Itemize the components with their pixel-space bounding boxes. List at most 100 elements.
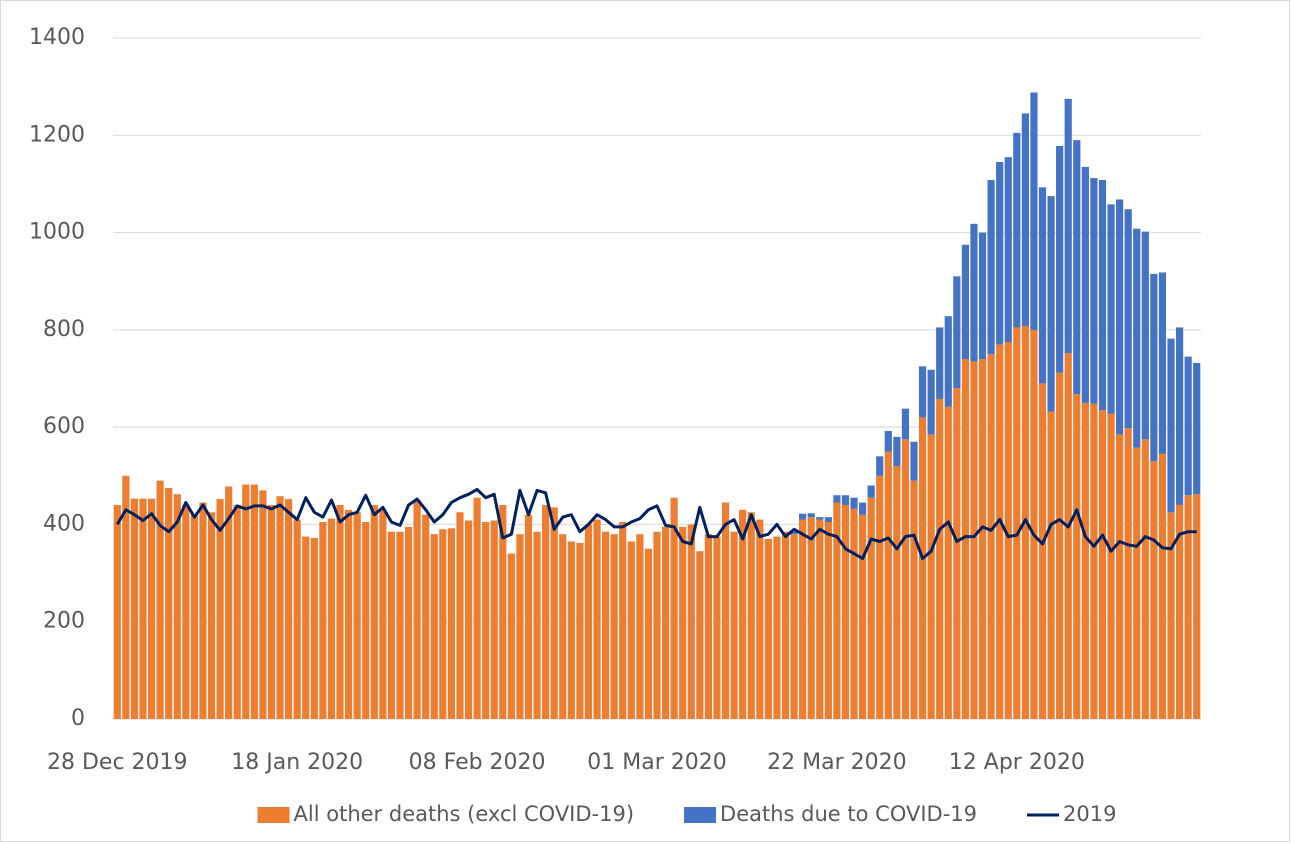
bar (1081, 166, 1089, 403)
bar (867, 485, 875, 498)
bar (721, 502, 730, 719)
bar (944, 406, 952, 719)
bar (901, 408, 910, 440)
bar (276, 496, 284, 719)
bar (816, 517, 824, 520)
line (116, 487, 1197, 560)
bar (944, 316, 952, 407)
bar (824, 521, 832, 719)
bar (259, 490, 267, 719)
bar (1073, 394, 1081, 719)
y-tick-label: 600 (43, 414, 85, 439)
bar (1167, 338, 1175, 513)
bar (1107, 413, 1115, 719)
x-tick-label: 22 Mar 2020 (767, 750, 906, 775)
bar (978, 232, 987, 360)
bar (773, 536, 781, 719)
bar (884, 431, 892, 452)
bar (593, 519, 601, 719)
bar (302, 536, 310, 719)
y-tick-label: 1000 (29, 220, 85, 245)
bar (824, 517, 832, 522)
bar (447, 528, 455, 719)
bar (687, 524, 695, 719)
bar (936, 327, 944, 399)
bar (910, 480, 918, 719)
bar (1004, 342, 1012, 719)
bar (207, 512, 216, 719)
bar (516, 534, 524, 719)
bar (1047, 411, 1055, 719)
bar (781, 531, 790, 719)
bar (113, 504, 121, 719)
bar (730, 531, 738, 719)
bar (524, 514, 533, 719)
bar (807, 517, 815, 719)
bar (430, 534, 438, 719)
bar (139, 498, 147, 719)
bar (610, 534, 618, 719)
bar (456, 512, 464, 719)
bar (970, 223, 978, 362)
legend-label: Deaths due to COVID-19 (720, 802, 977, 826)
bar (859, 502, 867, 515)
bar (816, 519, 824, 719)
bar (1141, 231, 1149, 440)
bar (987, 354, 995, 719)
bar (859, 514, 867, 719)
bar (876, 475, 884, 719)
y-tick-label: 400 (43, 511, 85, 536)
bar (336, 504, 344, 719)
bar (670, 497, 678, 719)
bar (1030, 92, 1038, 330)
bar (413, 500, 421, 719)
bar (901, 439, 910, 719)
bar (507, 553, 515, 719)
legend-label: All other deaths (excl COVID-19) (294, 802, 635, 826)
bar (996, 162, 1004, 345)
bar (216, 499, 224, 719)
bar (490, 520, 498, 719)
bar (833, 495, 841, 503)
bar (1184, 495, 1192, 719)
bar (422, 514, 430, 719)
bar (953, 388, 961, 719)
bar (661, 526, 670, 719)
bar (353, 512, 361, 719)
bar (1193, 494, 1201, 719)
bar (1038, 187, 1047, 384)
bar (1098, 410, 1107, 719)
bar (893, 436, 901, 467)
x-tick-label: 18 Jan 2020 (231, 750, 363, 775)
x-tick-label: 12 Apr 2020 (949, 750, 1085, 775)
bar (679, 526, 687, 719)
bar (696, 551, 704, 719)
bar (636, 534, 644, 719)
bar (893, 466, 901, 719)
bar (1056, 145, 1064, 373)
bar (1116, 434, 1124, 719)
bar (439, 529, 447, 719)
bar (747, 512, 755, 719)
bar (841, 495, 850, 505)
bar (1133, 447, 1141, 719)
bar (799, 519, 807, 719)
bar (1090, 403, 1098, 719)
bar (619, 521, 627, 719)
bar (1107, 204, 1115, 414)
bar (130, 498, 139, 719)
bar (1047, 196, 1055, 412)
bar (884, 451, 892, 719)
bar (499, 504, 507, 719)
bar (807, 513, 815, 518)
bar (910, 441, 918, 481)
bar (267, 504, 276, 719)
bar (713, 536, 721, 719)
bar (1013, 327, 1021, 719)
bar (927, 434, 935, 719)
x-tick-label: 28 Dec 2019 (47, 750, 188, 775)
bar (1184, 356, 1192, 496)
bar (627, 541, 635, 719)
bar (1004, 157, 1012, 343)
